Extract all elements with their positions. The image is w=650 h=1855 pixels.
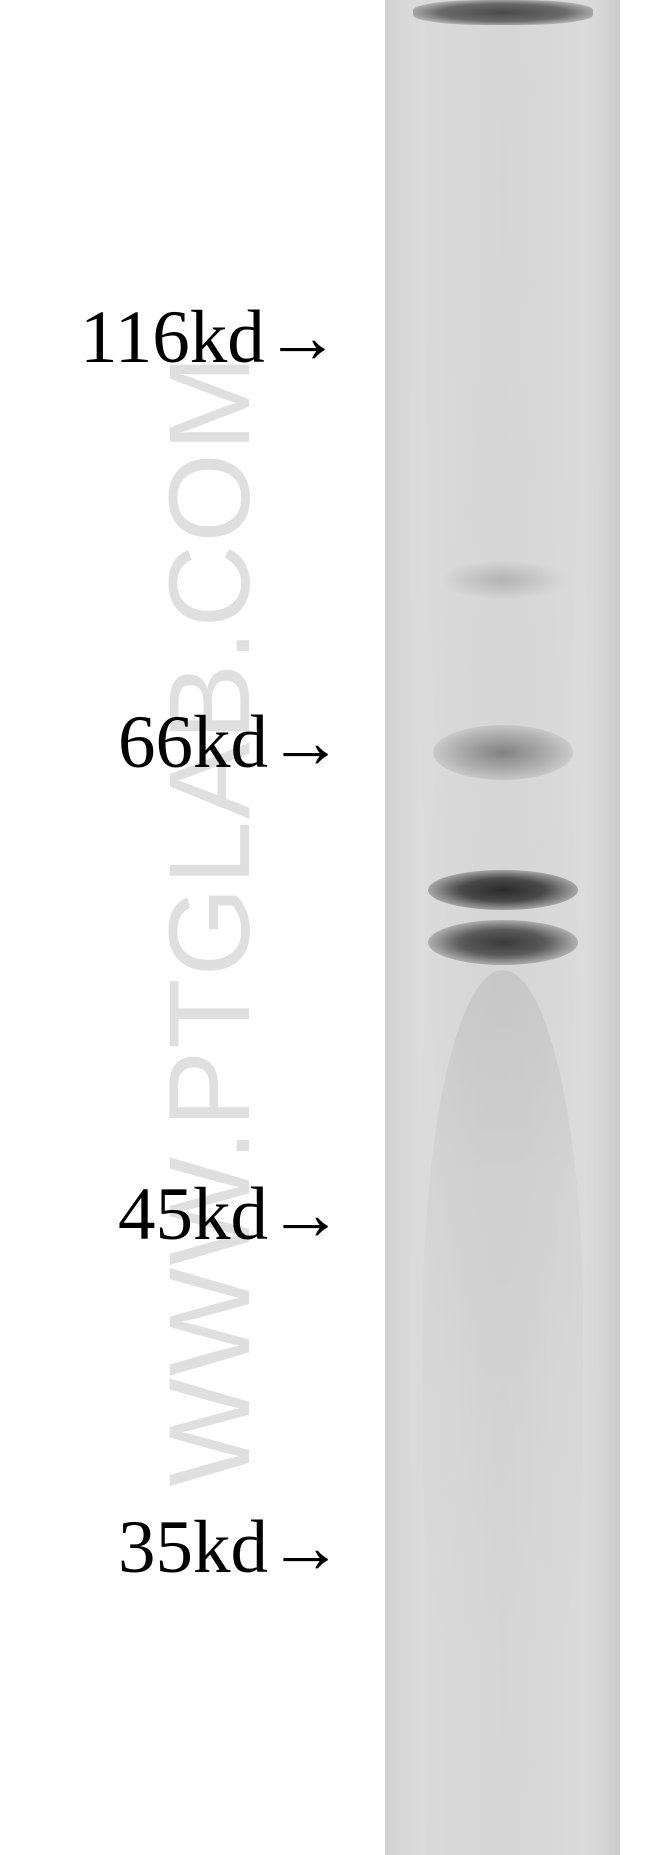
band-main-lower [428, 920, 578, 965]
marker-label-116kd: 116kd→ [80, 295, 340, 381]
marker-label-35kd: 35kd→ [118, 1505, 343, 1591]
blot-lane [385, 0, 620, 1855]
band-main-upper [428, 870, 578, 910]
band-top-edge [413, 0, 593, 25]
smear-region [423, 970, 583, 1670]
marker-label-45kd: 45kd→ [118, 1172, 343, 1258]
band-66kd [433, 725, 573, 780]
western-blot-figure: WWW.PTGLAB.COM 116kd→ 66kd→ 45kd→ 35kd→ [0, 0, 650, 1855]
band-faint-upper [438, 560, 568, 600]
watermark-text: WWW.PTGLAB.COM [144, 353, 276, 1486]
marker-label-66kd: 66kd→ [118, 700, 343, 786]
